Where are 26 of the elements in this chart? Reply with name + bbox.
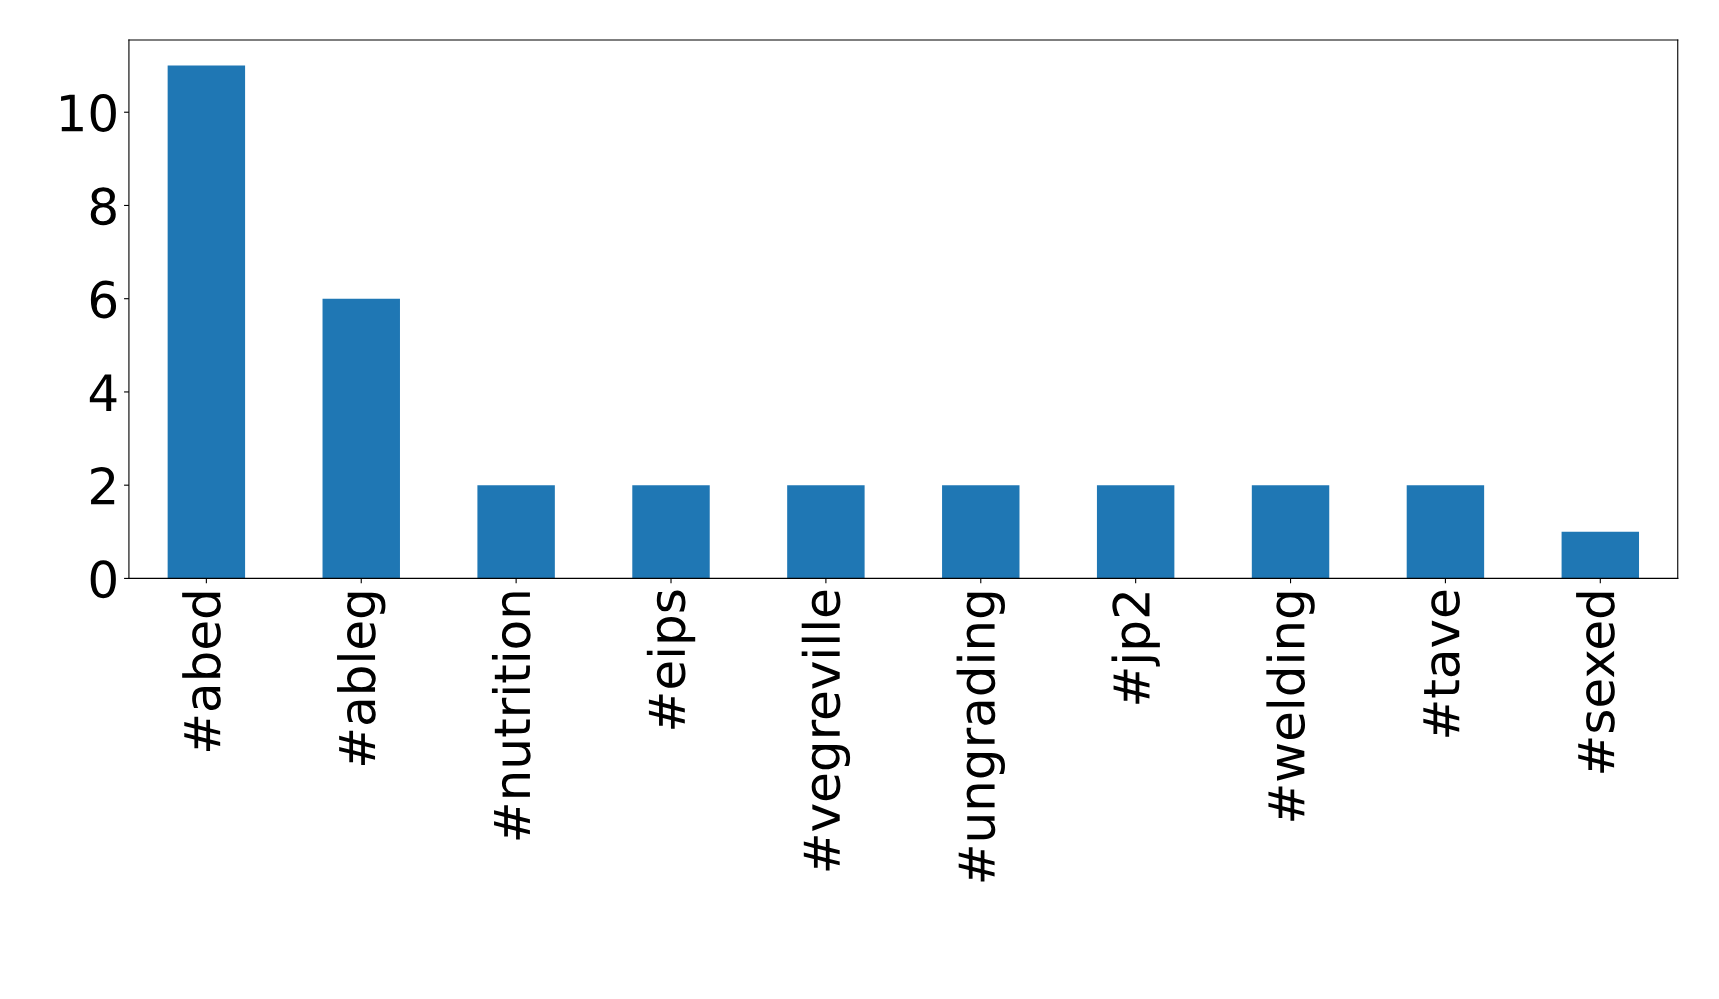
bar [1251, 485, 1330, 579]
x-tick-label: #jp2 [1111, 593, 1160, 704]
x-tick-label: #nutrition [491, 592, 531, 840]
bar [1096, 485, 1175, 579]
y-tick-label: 8 [90, 187, 116, 226]
y-tick-label: 0 [90, 560, 116, 599]
bar [787, 485, 865, 579]
x-tick-label: #vegreville [801, 590, 851, 871]
bar [632, 485, 710, 579]
x-tick-label: #ableg [337, 592, 386, 765]
x-tick-label: #ungrading [956, 592, 1005, 882]
bar [477, 485, 555, 579]
bar [167, 65, 246, 579]
x-tick-label: #abed [182, 592, 221, 752]
x-tick-label: #sexed [1576, 592, 1615, 773]
y-tick-label: 2 [91, 467, 115, 505]
bar [322, 298, 400, 579]
x-tick-label: #eips [646, 590, 696, 729]
y-tick-label: 6 [90, 280, 117, 319]
y-tick-label: 4 [89, 374, 117, 411]
x-tick-label: #tave [1423, 590, 1460, 737]
y-tick-label: 10 [61, 94, 116, 132]
bar [1561, 531, 1640, 579]
x-tick-label: #welding [1266, 592, 1315, 821]
bar [942, 485, 1020, 579]
bar [1406, 485, 1485, 579]
